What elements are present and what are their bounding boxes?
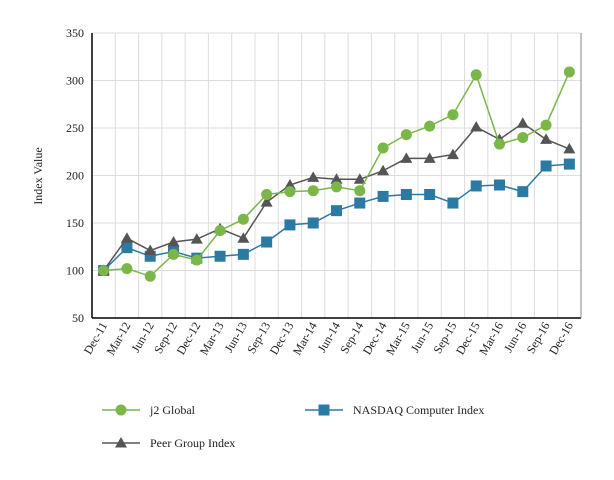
- data-point-j2-global: [307, 185, 319, 197]
- data-point-nasdaq-computer-index: [540, 160, 552, 172]
- x-tick-label: Mar-15: [383, 320, 413, 358]
- data-point-nasdaq-computer-index: [424, 189, 436, 200]
- legend-label-nasdaq-computer-index: NASDAQ Computer Index: [353, 403, 484, 417]
- data-point-j2-global: [191, 254, 203, 266]
- x-tick-label: Mar-14: [290, 320, 320, 358]
- legend: j2 Global NASDAQ Computer Index Peer Group…: [102, 403, 484, 450]
- data-point-j2-global: [447, 109, 459, 121]
- data-point-peer-group-index: [283, 179, 296, 190]
- series-j2-global: [98, 66, 575, 282]
- data-point-j2-global: [540, 119, 552, 131]
- data-point-nasdaq-computer-index: [447, 197, 459, 209]
- y-tick-label: 250: [66, 121, 84, 135]
- data-point-peer-group-index: [563, 142, 576, 154]
- y-tick-label: 150: [66, 216, 84, 230]
- data-point-nasdaq-computer-index: [307, 217, 319, 229]
- data-point-j2-global: [284, 186, 296, 198]
- data-point-j2-global: [400, 129, 412, 141]
- data-point-j2-global: [144, 270, 156, 282]
- data-point-nasdaq-computer-index: [470, 180, 482, 192]
- legend-item-peer-group-index: Peer Group Index: [102, 436, 235, 450]
- legend-label-peer-group-index: Peer Group Index: [150, 436, 235, 450]
- data-point-peer-group-index: [516, 117, 529, 128]
- data-point-peer-group-index: [120, 232, 133, 243]
- data-point-j2-global: [121, 263, 133, 275]
- y-tick-label: 50: [72, 311, 84, 325]
- data-point-j2-global: [470, 69, 482, 81]
- data-point-nasdaq-computer-index: [284, 219, 296, 231]
- x-tick-label: Mar-13: [197, 320, 227, 358]
- y-tick-label: 350: [66, 26, 84, 40]
- data-point-nasdaq-computer-index: [494, 179, 505, 191]
- data-point-peer-group-index: [377, 164, 390, 176]
- series-group: [97, 66, 576, 282]
- data-point-nasdaq-computer-index: [377, 190, 389, 202]
- legend-item-j2-global: j2 Global: [102, 403, 196, 417]
- data-point-j2-global: [214, 225, 226, 237]
- x-tick-label: Dec-16: [546, 320, 576, 358]
- data-point-peer-group-index: [400, 152, 413, 163]
- data-point-j2-global: [424, 120, 436, 132]
- data-point-j2-global: [517, 132, 529, 143]
- y-tick-label: 300: [66, 74, 84, 88]
- data-point-j2-global: [331, 181, 342, 193]
- data-point-nasdaq-computer-index: [261, 236, 273, 248]
- data-point-peer-group-index: [423, 152, 436, 163]
- data-point-nasdaq-computer-index: [563, 158, 575, 170]
- data-point-peer-group-index: [167, 236, 180, 247]
- data-point-peer-group-index: [540, 133, 553, 144]
- data-point-peer-group-index: [353, 173, 366, 184]
- data-point-nasdaq-computer-index: [214, 250, 226, 262]
- data-point-j2-global: [168, 248, 179, 260]
- data-point-nasdaq-computer-index: [354, 197, 366, 209]
- data-point-nasdaq-computer-index: [517, 186, 529, 198]
- data-point-j2-global: [563, 66, 575, 78]
- data-point-nasdaq-computer-index: [237, 248, 249, 260]
- data-point-nasdaq-computer-index: [400, 189, 412, 200]
- legend-marker-j2-global: [115, 404, 127, 416]
- data-point-nasdaq-computer-index: [144, 250, 156, 262]
- data-point-peer-group-index: [470, 121, 483, 132]
- data-point-peer-group-index: [144, 244, 157, 256]
- y-tick-label: 200: [66, 169, 84, 183]
- data-point-peer-group-index: [260, 196, 273, 207]
- data-point-j2-global: [494, 138, 505, 150]
- x-tick-label: Mar-12: [104, 320, 134, 358]
- data-point-j2-global: [237, 213, 249, 225]
- data-point-j2-global: [261, 189, 273, 200]
- grid: [92, 32, 581, 319]
- legend-marker-nasdaq-computer-index: [318, 404, 330, 416]
- data-point-peer-group-index: [190, 233, 203, 244]
- data-point-nasdaq-computer-index: [121, 242, 133, 254]
- x-tick-label: Mar-16: [476, 320, 506, 358]
- legend-marker-peer-group-index: [115, 437, 127, 448]
- y-axis-title: Index Value: [31, 147, 45, 204]
- data-point-j2-global: [377, 142, 389, 154]
- legend-label-j2-global: j2 Global: [149, 403, 196, 417]
- data-point-j2-global: [98, 265, 110, 276]
- data-point-peer-group-index: [446, 148, 459, 160]
- data-point-peer-group-index: [307, 171, 320, 182]
- data-point-peer-group-index: [330, 173, 343, 184]
- legend-item-nasdaq-computer-index: NASDAQ Computer Index: [305, 403, 484, 417]
- data-point-peer-group-index: [237, 232, 250, 243]
- data-point-j2-global: [354, 185, 366, 197]
- data-point-nasdaq-computer-index: [331, 205, 342, 217]
- y-tick-label: 100: [66, 264, 84, 278]
